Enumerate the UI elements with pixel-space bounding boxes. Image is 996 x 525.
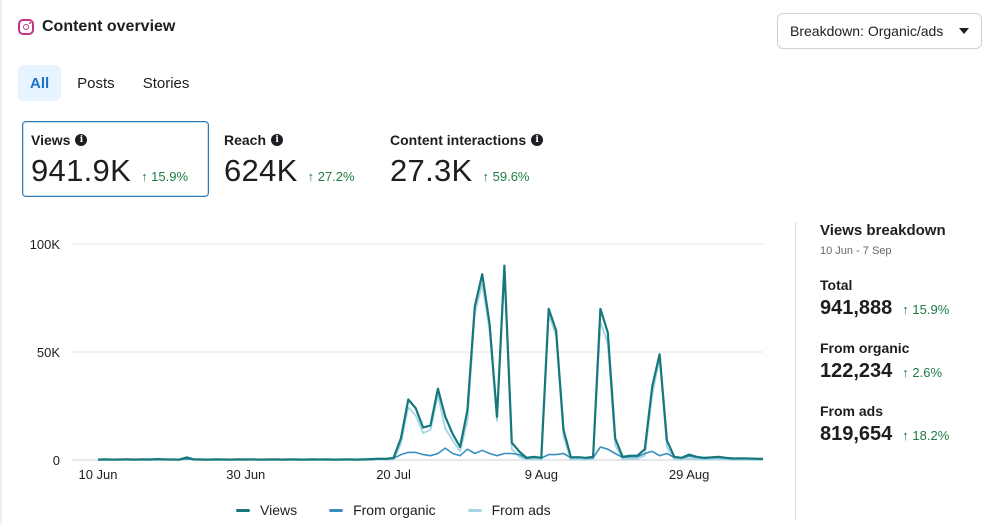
- x-tick-label: 30 Jun: [226, 467, 265, 482]
- metric-change-views: ↑ 15.9%: [141, 169, 189, 184]
- metric-value-views: 941.9K: [31, 153, 132, 188]
- metric-card-reach[interactable]: Reach i 624K ↑ 27.2%: [215, 121, 375, 197]
- metric-label-interactions: Content interactions: [390, 132, 527, 148]
- x-tick-label: 29 Aug: [669, 467, 710, 482]
- caret-down-icon: [959, 28, 969, 34]
- total-change: ↑ 15.9%: [902, 302, 950, 317]
- tab-stories[interactable]: Stories: [142, 74, 190, 92]
- organic-value: 122,234: [820, 360, 893, 382]
- left-edge-border: [0, 0, 2, 525]
- info-icon[interactable]: i: [75, 134, 88, 146]
- ads-label: From ads: [820, 403, 884, 419]
- breakdown-dropdown-label: Breakdown: Organic/ads: [790, 23, 944, 39]
- panel-divider: [795, 222, 796, 520]
- total-value: 941,888: [820, 297, 893, 319]
- metric-value-interactions: 27.3K: [390, 153, 473, 188]
- metric-change-reach: ↑ 27.2%: [307, 169, 355, 184]
- metric-change-interactions: ↑ 59.6%: [482, 169, 530, 184]
- y-tick-label: 100K: [30, 237, 61, 252]
- metric-cards: Views i 941.9K ↑ 15.9% Reach i 624K ↑ 27.2…: [22, 121, 567, 197]
- legend-label-organic: From organic: [353, 502, 436, 518]
- x-tick-label: 20 Jul: [376, 467, 411, 482]
- legend-label-views: Views: [260, 502, 298, 518]
- legend-item-views[interactable]: Views: [236, 502, 297, 518]
- breakdown-date-range: 10 Jun - 7 Sep: [820, 245, 892, 257]
- ads-value: 819,654: [820, 423, 893, 445]
- total-label: Total: [820, 277, 853, 293]
- chart-legend: Views From organic From ads: [236, 502, 551, 518]
- series-line-from-ads: [97, 271, 763, 461]
- legend-item-ads[interactable]: From ads: [467, 502, 551, 518]
- breakdown-ads: From ads 819,654 ↑ 18.2%: [820, 403, 990, 446]
- page-title: Content overview: [42, 18, 176, 35]
- breakdown-title: Views breakdown: [820, 222, 946, 239]
- breakdown-dropdown[interactable]: Breakdown: Organic/ads: [777, 13, 982, 49]
- tab-all[interactable]: All: [18, 65, 62, 101]
- content-tabs: All Posts Stories: [18, 65, 201, 101]
- organic-change: ↑ 2.6%: [902, 365, 943, 380]
- legend-swatch-ads: [467, 508, 482, 512]
- metric-label-reach: Reach: [224, 132, 267, 148]
- metric-card-views[interactable]: Views i 941.9K ↑ 15.9%: [22, 121, 209, 197]
- instagram-icon: [18, 19, 34, 35]
- info-icon[interactable]: i: [531, 134, 544, 146]
- header: Content overview: [18, 18, 175, 36]
- organic-label: From organic: [820, 340, 910, 356]
- ads-change: ↑ 18.2%: [902, 428, 950, 443]
- y-tick-label: 50K: [37, 345, 60, 360]
- legend-swatch-views: [236, 508, 250, 512]
- legend-swatch-organic: [329, 508, 344, 512]
- legend-label-ads: From ads: [491, 502, 551, 518]
- metric-card-content-interactions[interactable]: Content interactions i 27.3K ↑ 59.6%: [381, 121, 561, 197]
- tab-posts[interactable]: Posts: [77, 74, 115, 92]
- x-tick-label: 10 Jun: [78, 467, 117, 482]
- metric-label-views: Views: [31, 132, 71, 148]
- series-line-views: [97, 264, 764, 461]
- metric-value-reach: 624K: [224, 153, 298, 188]
- views-line-chart: 0 50K 100K 10 Jun 30 Jun 20 Jul 9 Aug 29 Aug: [30, 237, 764, 482]
- series-line-from-organic: [97, 446, 764, 461]
- legend-item-organic[interactable]: From organic: [329, 502, 436, 518]
- breakdown-organic: From organic 122,234 ↑ 2.6%: [820, 340, 990, 383]
- y-tick-label: 0: [53, 453, 60, 468]
- views-breakdown-panel: Views breakdown 10 Jun - 7 Sep Total 941…: [820, 222, 990, 446]
- breakdown-total: Total 941,888 ↑ 15.9%: [820, 277, 990, 320]
- info-icon[interactable]: i: [271, 134, 284, 146]
- x-tick-label: 9 Aug: [525, 467, 558, 482]
